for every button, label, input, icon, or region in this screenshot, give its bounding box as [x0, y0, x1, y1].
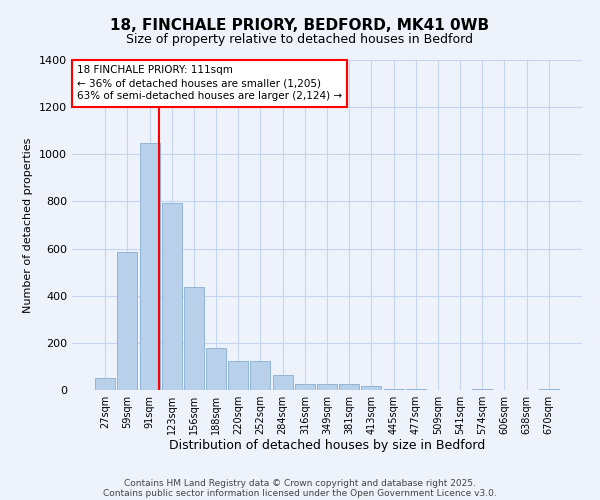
Bar — [228, 360, 248, 390]
Bar — [162, 202, 182, 390]
Bar — [95, 378, 115, 390]
Text: Contains public sector information licensed under the Open Government Licence v3: Contains public sector information licen… — [103, 488, 497, 498]
Bar — [339, 384, 359, 390]
Bar — [250, 360, 271, 390]
Bar — [361, 386, 382, 390]
Bar — [206, 348, 226, 390]
Bar — [295, 384, 315, 390]
Bar — [539, 389, 559, 390]
Bar — [472, 389, 492, 390]
Bar — [118, 252, 137, 390]
Bar — [272, 374, 293, 390]
X-axis label: Distribution of detached houses by size in Bedford: Distribution of detached houses by size … — [169, 438, 485, 452]
Bar — [406, 389, 426, 390]
Text: Contains HM Land Registry data © Crown copyright and database right 2025.: Contains HM Land Registry data © Crown c… — [124, 478, 476, 488]
Y-axis label: Number of detached properties: Number of detached properties — [23, 138, 34, 312]
Bar — [184, 288, 204, 390]
Text: 18, FINCHALE PRIORY, BEDFORD, MK41 0WB: 18, FINCHALE PRIORY, BEDFORD, MK41 0WB — [110, 18, 490, 32]
Bar — [140, 142, 160, 390]
Bar — [383, 389, 404, 390]
Text: 18 FINCHALE PRIORY: 111sqm
← 36% of detached houses are smaller (1,205)
63% of s: 18 FINCHALE PRIORY: 111sqm ← 36% of deta… — [77, 65, 342, 102]
Text: Size of property relative to detached houses in Bedford: Size of property relative to detached ho… — [127, 32, 473, 46]
Bar — [317, 384, 337, 390]
